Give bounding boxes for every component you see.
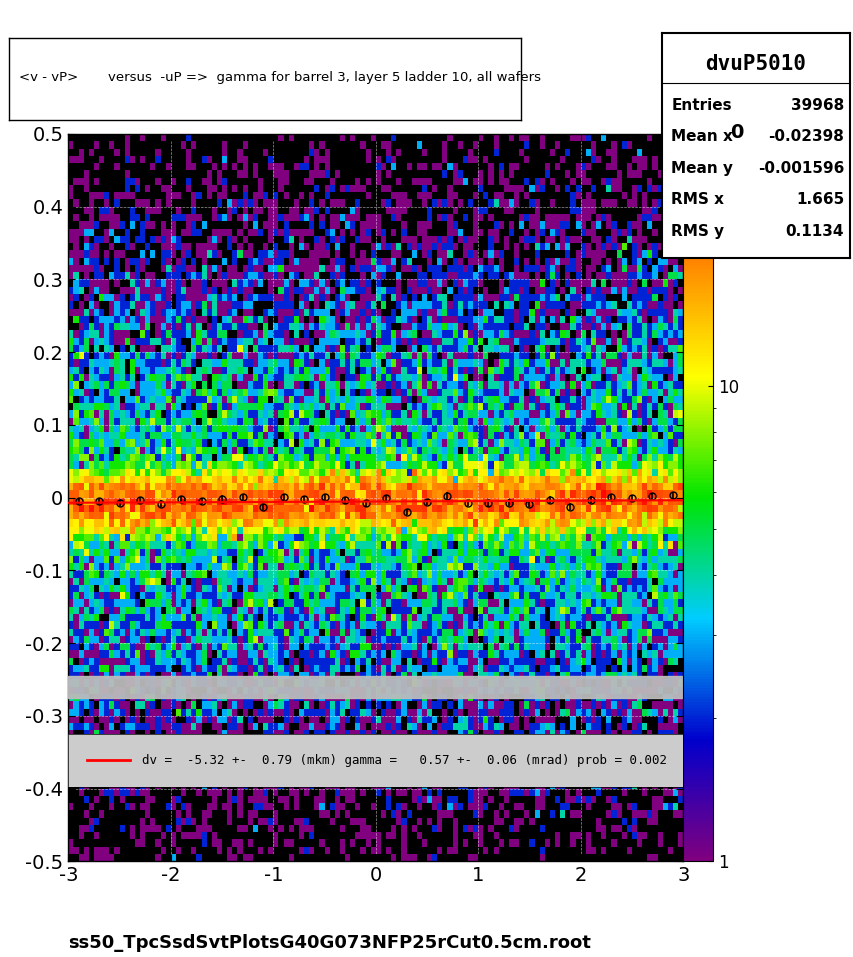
Text: 0.1134: 0.1134	[785, 224, 843, 239]
Text: -0.001596: -0.001596	[757, 161, 843, 176]
Text: Entries: Entries	[670, 98, 731, 113]
Text: -0.02398: -0.02398	[768, 129, 843, 145]
Bar	[68, 756, 682, 778]
Text: Mean y: Mean y	[670, 161, 733, 176]
Text: RMS x: RMS x	[670, 192, 723, 208]
Text: 1.665: 1.665	[795, 192, 843, 208]
Text: 39968: 39968	[790, 98, 843, 113]
Text: RMS y: RMS y	[670, 224, 723, 239]
Text: ss50_TpcSsdSvtPlotsG40G073NFP25rCut0.5cm.root: ss50_TpcSsdSvtPlotsG40G073NFP25rCut0.5cm…	[68, 934, 590, 952]
Text: Mean x: Mean x	[670, 129, 732, 145]
Text: <v - vP>       versus  -uP =>  gamma for barrel 3, layer 5 ladder 10, all wafers: <v - vP> versus -uP => gamma for barrel …	[19, 71, 540, 84]
Text: 0: 0	[729, 122, 743, 142]
Text: dvuP5010: dvuP5010	[705, 54, 805, 74]
Bar	[68, 676, 682, 698]
Text: dv =  -5.32 +-  0.79 (mkm) gamma =   0.57 +-  0.06 (mrad) prob = 0.002: dv = -5.32 +- 0.79 (mkm) gamma = 0.57 +-…	[142, 754, 666, 767]
